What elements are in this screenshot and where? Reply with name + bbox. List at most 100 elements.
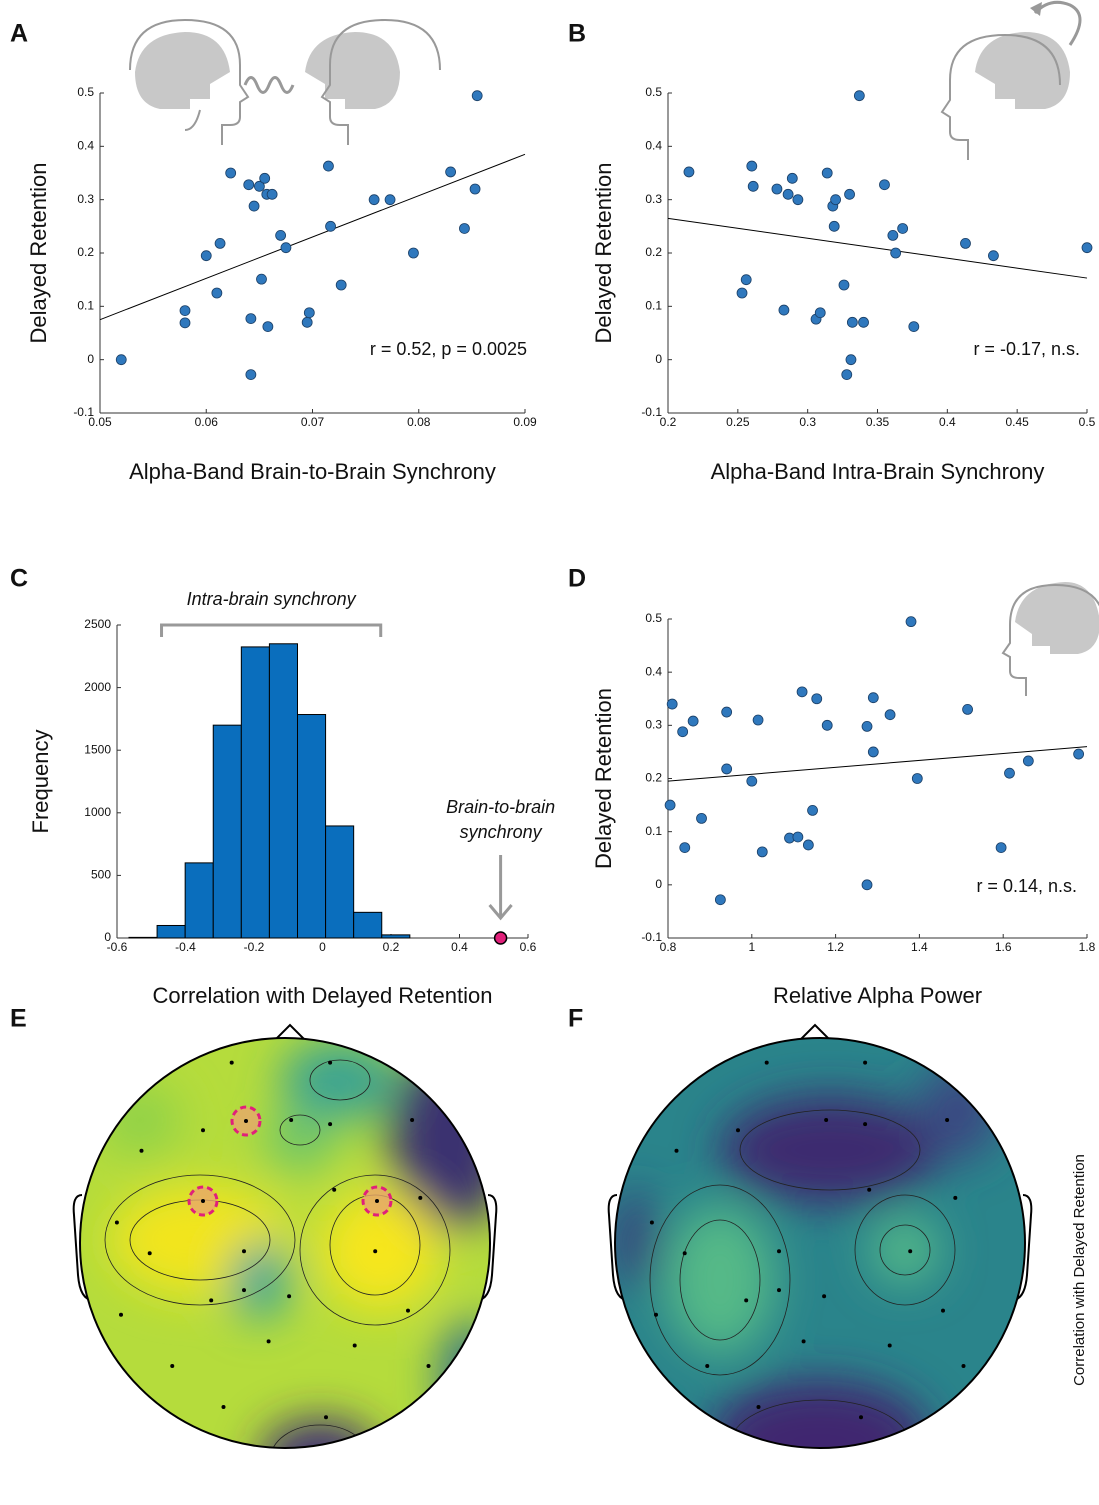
- data-point: [740, 274, 752, 286]
- x-tick-label: 0: [319, 940, 326, 954]
- annotation: r = 0.14, n.s.: [976, 876, 1077, 896]
- x-tick-label: 1.6: [995, 940, 1012, 954]
- x-tick-label: 0.8: [660, 940, 677, 954]
- y-tick-label: 0.2: [77, 245, 94, 259]
- head-icon: [129, 0, 1099, 696]
- x-tick-label: 0.05: [88, 415, 112, 429]
- electrode: [242, 1249, 246, 1254]
- fit-line: [667, 217, 1088, 279]
- data-point: [782, 188, 794, 200]
- electrode: [649, 1220, 654, 1225]
- electrode: [674, 1148, 679, 1153]
- electrode: [961, 1364, 966, 1368]
- electrode: [867, 1187, 872, 1192]
- bracket: [160, 623, 383, 637]
- electrode: [119, 1312, 123, 1317]
- data-point: [811, 693, 823, 705]
- data-point: [960, 237, 971, 249]
- data-point: [796, 686, 808, 698]
- data-point: [115, 354, 127, 366]
- electrode: [375, 1199, 379, 1203]
- data-point: [786, 172, 798, 184]
- data-point: [887, 229, 899, 241]
- electrode: [229, 1060, 234, 1065]
- data-point: [211, 287, 223, 299]
- x-tick-label: 0.09: [513, 415, 537, 429]
- electrode: [736, 1128, 740, 1133]
- data-point: [179, 305, 191, 317]
- data-point: [666, 698, 678, 710]
- x-tick-label: 0.35: [866, 415, 890, 429]
- y-tick-label: 2500: [84, 617, 111, 631]
- x-tick-label: 0.4: [939, 415, 956, 429]
- electrode: [406, 1308, 410, 1313]
- data-point: [248, 200, 260, 212]
- y-tick-label: -0.1: [641, 930, 662, 944]
- data-point: [908, 321, 920, 333]
- data-point: [459, 223, 470, 234]
- x-tick-label: 0.08: [407, 415, 431, 429]
- data-point: [1073, 748, 1085, 760]
- data-point: [746, 775, 758, 787]
- histogram-bar: [156, 924, 186, 939]
- data-point: [262, 321, 274, 333]
- y-tick-label: 0.5: [645, 85, 662, 99]
- data-point: [752, 714, 764, 726]
- y-tick-label: 0.4: [77, 139, 94, 153]
- data-point: [841, 369, 853, 381]
- data-point: [325, 220, 336, 232]
- electrode: [908, 1249, 913, 1254]
- histogram-bar: [296, 714, 327, 939]
- electrode: [822, 1294, 827, 1299]
- data-point: [884, 709, 896, 721]
- data-point: [384, 194, 396, 206]
- electrode: [289, 1118, 294, 1122]
- electrode: [324, 1415, 328, 1420]
- fit-line: [667, 746, 1088, 782]
- electrode: [824, 1118, 829, 1122]
- electrode: [332, 1187, 337, 1192]
- x-tick-label: 0.2: [383, 940, 400, 954]
- histogram-bar: [353, 911, 383, 939]
- data-point: [861, 720, 873, 732]
- electrode: [863, 1060, 868, 1065]
- data-point: [792, 831, 804, 843]
- fit-line: [99, 153, 526, 321]
- data-point: [245, 369, 257, 381]
- data-point: [179, 317, 191, 329]
- electrode: [654, 1312, 658, 1317]
- y-tick-label: 0.2: [645, 245, 662, 259]
- data-point: [280, 242, 292, 254]
- data-point: [687, 715, 699, 727]
- electrode: [287, 1294, 292, 1299]
- electrode: [201, 1128, 205, 1133]
- data-point: [858, 316, 869, 328]
- electrode: [209, 1298, 214, 1303]
- x-axis-label: Relative Alpha Power: [773, 983, 982, 1008]
- data-point: [1004, 767, 1015, 779]
- panel-letter: F: [568, 1005, 583, 1033]
- bracket-label: Intra-brain synchrony: [187, 589, 357, 609]
- electrode: [147, 1251, 152, 1256]
- electrode: [139, 1148, 144, 1153]
- histogram-bar: [268, 643, 298, 939]
- electrode: [266, 1339, 271, 1344]
- data-point: [747, 180, 759, 192]
- x-tick-label: -0.6: [107, 940, 128, 954]
- data-point: [677, 726, 689, 738]
- y-tick-label: 1000: [84, 805, 111, 819]
- data-point: [256, 273, 267, 285]
- data-point: [771, 183, 783, 195]
- electrode: [170, 1364, 175, 1368]
- data-point: [721, 706, 733, 718]
- y-tick-label: 2000: [84, 680, 111, 694]
- data-point: [408, 247, 419, 259]
- data-point: [243, 179, 255, 191]
- data-point: [828, 220, 840, 232]
- x-tick-label: 0.06: [195, 415, 219, 429]
- highlight-point: [493, 931, 508, 945]
- x-tick-label: 0.3: [799, 415, 816, 429]
- x-axis-label: Alpha-Band Brain-to-Brain Synchrony: [129, 459, 496, 484]
- y-tick-label: 0.4: [645, 664, 662, 678]
